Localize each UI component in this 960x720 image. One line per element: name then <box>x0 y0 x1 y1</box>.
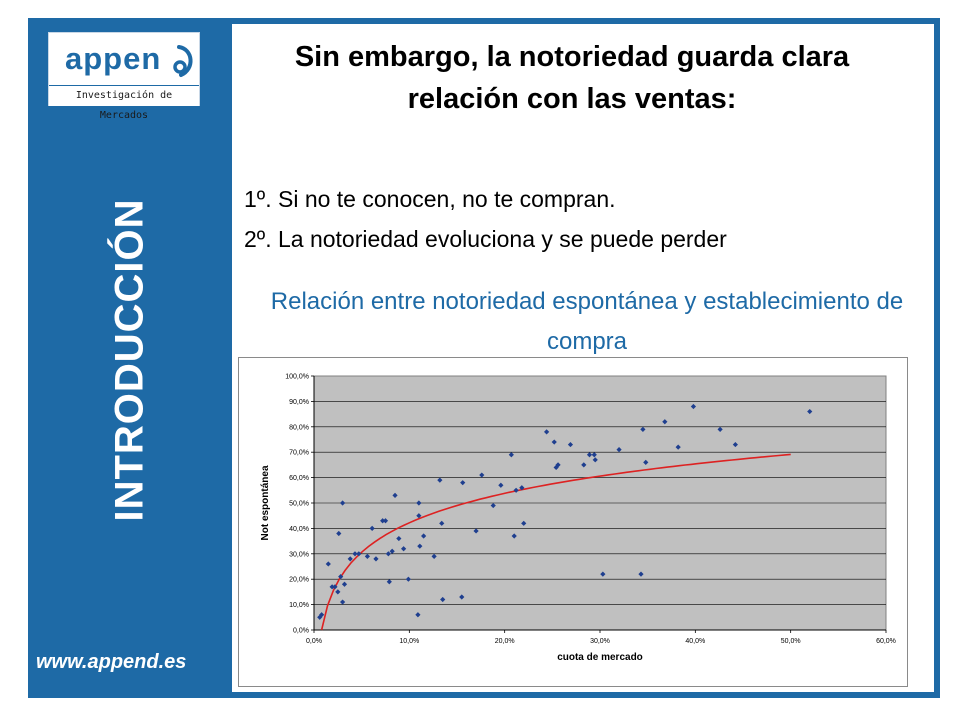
x-tick-label: 50,0% <box>781 638 801 645</box>
append-logo: appen Investigación de Mercados <box>48 32 200 121</box>
y-tick-label: 90,0% <box>289 399 309 406</box>
scatter-chart: 0,0% 10,0% 20,0% 30,0% 40,0% 50,0% 60,0% 0,0% 1… <box>260 374 896 664</box>
y-tick-label: 40,0% <box>289 526 309 533</box>
website-link[interactable]: www.append.es <box>36 651 187 673</box>
data-point <box>508 452 514 458</box>
data-point <box>513 487 519 493</box>
y-tick-label: 80,0% <box>289 424 309 431</box>
data-point <box>459 594 465 600</box>
slide-headline: Sin embargo, la notoriedad guarda clara … <box>294 41 850 115</box>
section-title: INTRODUCCIÓN <box>107 198 152 522</box>
x-tick-label: 20,0% <box>495 638 515 645</box>
y-tick-label: 50,0% <box>289 501 309 508</box>
y-tick-label: 70,0% <box>289 450 309 457</box>
data-point <box>807 408 813 415</box>
data-point <box>592 457 598 463</box>
y-axis-title: Not espontánea <box>260 465 271 540</box>
logo-subtitle: Investigación de Mercados <box>49 85 199 121</box>
y-tick-label: 0,0% <box>293 628 309 635</box>
data-point <box>317 614 323 620</box>
data-point <box>591 452 597 458</box>
y-tick-labels: 0,0% 10,0% 20,0% 30,0% 40,0% 50,0% 60,0% 70,0% 8… <box>285 374 309 635</box>
data-point <box>638 571 644 577</box>
x-tick-labels: 0,0% 10,0% 20,0% 30,0% 40,0% 50,0% 60,0% <box>306 638 896 645</box>
data-point <box>553 464 559 471</box>
logo-mark-icon <box>173 45 193 77</box>
data-point <box>479 472 485 478</box>
data-point <box>416 500 422 506</box>
point-2: 2º. La notoriedad evoluciona y se puede … <box>244 226 727 252</box>
data-point <box>392 492 398 498</box>
data-point <box>396 535 402 542</box>
data-point <box>382 518 389 524</box>
y-tick-label: 10,0% <box>289 602 309 609</box>
chart-caption: Relación entre notoriedad espontánea y e… <box>270 288 904 355</box>
data-point <box>521 520 527 526</box>
x-tick-label: 10,0% <box>399 638 419 645</box>
x-tick-label: 30,0% <box>590 638 610 645</box>
y-tick-label: 60,0% <box>289 475 309 482</box>
data-point <box>373 556 379 562</box>
data-point <box>600 571 606 577</box>
x-axis-title: cuota de mercado <box>557 652 643 663</box>
axes <box>313 376 886 631</box>
data-point <box>586 452 593 458</box>
trendline <box>320 453 791 631</box>
data-point <box>640 426 646 432</box>
x-tick-label: 60,0% <box>876 638 896 645</box>
data-point <box>519 485 525 491</box>
data-point <box>544 429 550 435</box>
data-point <box>415 612 421 618</box>
logo-word: appen <box>65 41 162 76</box>
point-1: 1º. Si no te conocen, no te compran. <box>244 186 616 212</box>
data-point <box>675 444 681 450</box>
data-point <box>389 548 395 554</box>
y-tick-label: 20,0% <box>289 577 309 584</box>
y-tick-label: 30,0% <box>289 551 309 558</box>
data-point <box>690 403 697 410</box>
x-tick-label: 40,0% <box>685 638 705 645</box>
gridlines <box>311 375 887 633</box>
x-tick-label: 0,0% <box>306 638 322 645</box>
data-point <box>616 447 622 453</box>
y-tick-label: 100,0% <box>285 374 309 381</box>
data-point <box>732 441 738 448</box>
sidebar <box>28 18 228 698</box>
data-point <box>340 500 346 506</box>
